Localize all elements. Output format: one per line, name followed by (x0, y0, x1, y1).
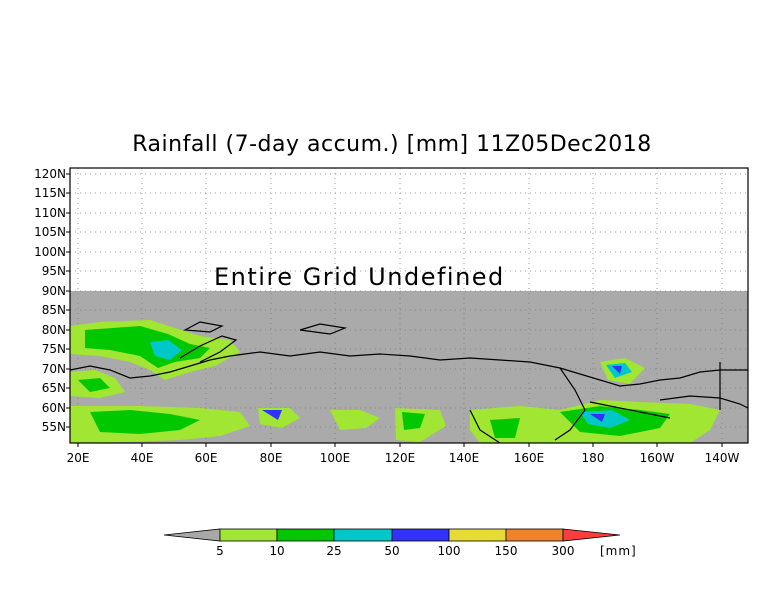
scale-label: 100 (437, 544, 461, 558)
lat-label: 80N (41, 323, 66, 337)
lon-label: 100E (319, 451, 351, 465)
map-title: Rainfall (7-day accum.) [mm] 11Z05Dec201… (132, 132, 652, 157)
lon-label: 40E (130, 451, 154, 465)
lat-label: 110N (34, 206, 66, 220)
lon-label: 120E (384, 451, 416, 465)
rainfall-field (70, 320, 720, 443)
lat-label: 95N (41, 264, 66, 278)
lat-label: 75N (41, 342, 66, 356)
lon-label: 160E (513, 451, 545, 465)
lon-label: 80E (259, 451, 283, 465)
scale-label: 5 (216, 544, 224, 558)
lat-label: 105N (34, 225, 66, 239)
scale-label: 10 (269, 544, 285, 558)
lat-label: 115N (34, 186, 66, 200)
scale-label: 150 (494, 544, 518, 558)
plot-border (69, 167, 749, 444)
lon-label: 60E (194, 451, 218, 465)
scale-unit: [mm] (600, 544, 637, 558)
lat-label: 55N (41, 420, 66, 434)
scale-label: 25 (326, 544, 342, 558)
undefined-grid-notice: Entire Grid Undefined (214, 263, 505, 291)
lat-label: 90N (41, 284, 66, 298)
lat-label: 65N (41, 381, 66, 395)
lat-label: 120N (34, 167, 66, 181)
tick-marks (66, 173, 723, 447)
lat-label: 100N (34, 245, 66, 259)
color-scale-bar (163, 528, 621, 542)
lat-label: 85N (41, 303, 66, 317)
scale-label: 50 (384, 544, 400, 558)
lon-label: 160W (639, 451, 675, 465)
scale-label: 300 (551, 544, 575, 558)
lon-label: 20E (66, 451, 90, 465)
lat-label: 70N (41, 362, 66, 376)
lon-label: 180 (581, 451, 605, 465)
lon-label: 140W (704, 451, 740, 465)
lat-label: 60N (41, 401, 66, 415)
lon-label: 140E (448, 451, 480, 465)
coastlines (69, 321, 749, 444)
